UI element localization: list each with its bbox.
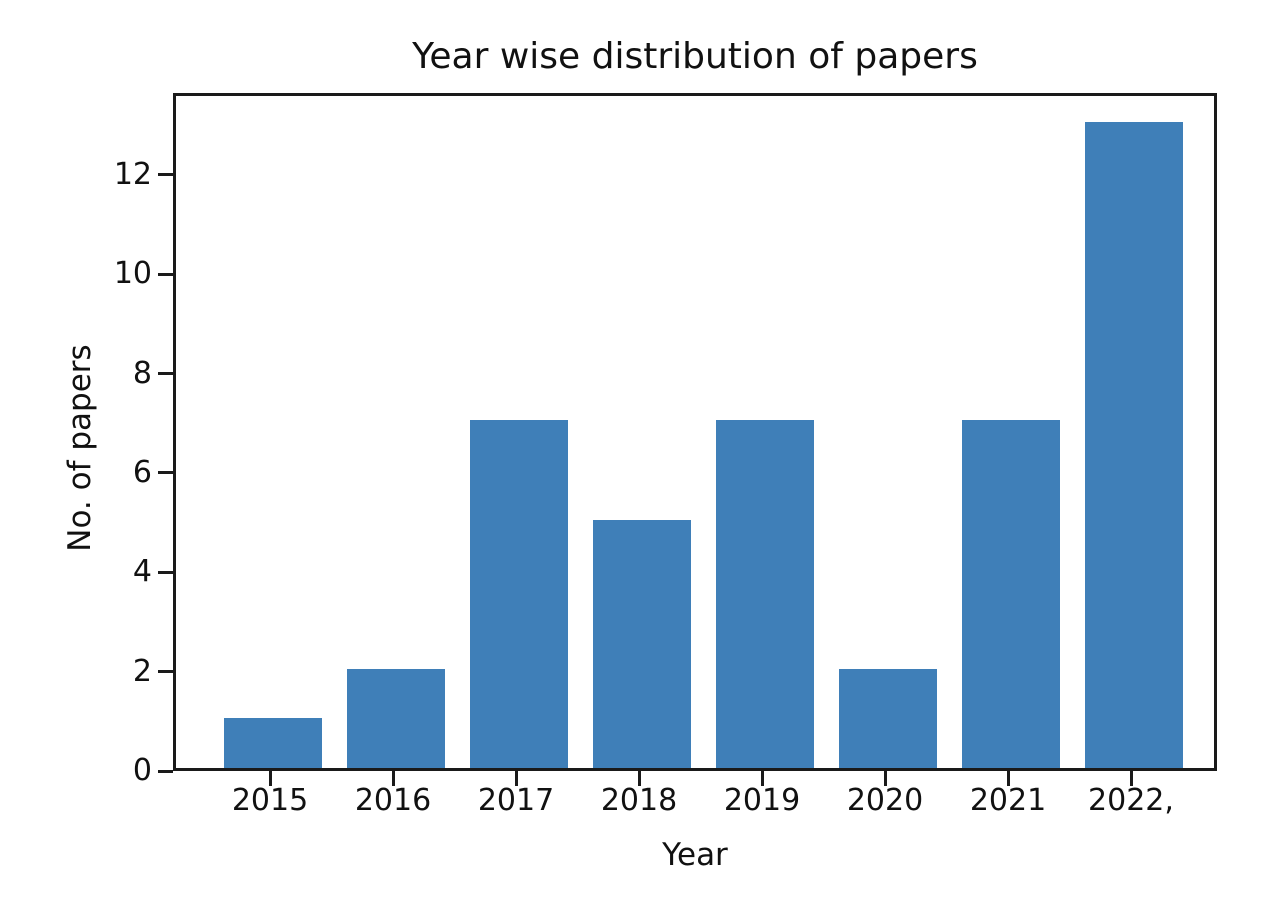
x-tick-label-2016: 2016 bbox=[354, 783, 432, 818]
y-tick-label-0: 0 bbox=[132, 753, 152, 788]
bar-2021 bbox=[962, 420, 1060, 768]
x-tick-mark-2020 bbox=[883, 771, 887, 786]
plot-area bbox=[173, 93, 1217, 771]
y-tick-mark-12 bbox=[158, 173, 173, 177]
y-tick-label-10: 10 bbox=[113, 256, 152, 292]
y-tick-mark-0 bbox=[158, 769, 173, 773]
bar-2020 bbox=[839, 668, 937, 768]
y-tick-mark-8 bbox=[158, 372, 173, 376]
x-tick-mark-2015 bbox=[268, 771, 272, 786]
bar-2019 bbox=[716, 420, 814, 768]
y-tick-mark-4 bbox=[158, 570, 173, 574]
y-tick-mark-10 bbox=[158, 272, 173, 276]
x-tick-mark-2017 bbox=[514, 771, 518, 786]
y-tick-label-2: 2 bbox=[132, 653, 152, 689]
y-tick-label-6: 6 bbox=[132, 454, 152, 490]
x-tick-label-2022: 2022, bbox=[1088, 783, 1174, 818]
y-tick-label-4: 4 bbox=[132, 554, 152, 590]
x-tick-label-2019: 2019 bbox=[723, 783, 801, 818]
chart-title: Year wise distribution of papers bbox=[412, 36, 978, 77]
x-tick-label-2017: 2017 bbox=[477, 783, 555, 818]
x-tick-mark-2022 bbox=[1129, 771, 1133, 786]
y-tick-label-8: 8 bbox=[132, 355, 152, 391]
x-axis-label: Year bbox=[662, 837, 728, 873]
x-tick-label-2015: 2015 bbox=[231, 783, 309, 818]
bar-2017 bbox=[470, 420, 568, 768]
y-tick-mark-6 bbox=[158, 471, 173, 475]
x-tick-mark-2019 bbox=[760, 771, 764, 786]
bar-2016 bbox=[347, 668, 445, 768]
y-tick-label-12: 12 bbox=[113, 156, 152, 192]
x-tick-label-2018: 2018 bbox=[600, 783, 678, 818]
x-tick-mark-2018 bbox=[637, 771, 641, 786]
x-tick-label-2020: 2020 bbox=[846, 783, 924, 818]
bar-2018 bbox=[593, 519, 691, 768]
y-tick-mark-2 bbox=[158, 670, 173, 674]
x-tick-mark-2016 bbox=[391, 771, 395, 786]
bar-2022 bbox=[1085, 122, 1183, 768]
x-tick-label-2021: 2021 bbox=[969, 783, 1047, 818]
bar-2015 bbox=[224, 718, 322, 768]
x-tick-mark-2021 bbox=[1006, 771, 1010, 786]
